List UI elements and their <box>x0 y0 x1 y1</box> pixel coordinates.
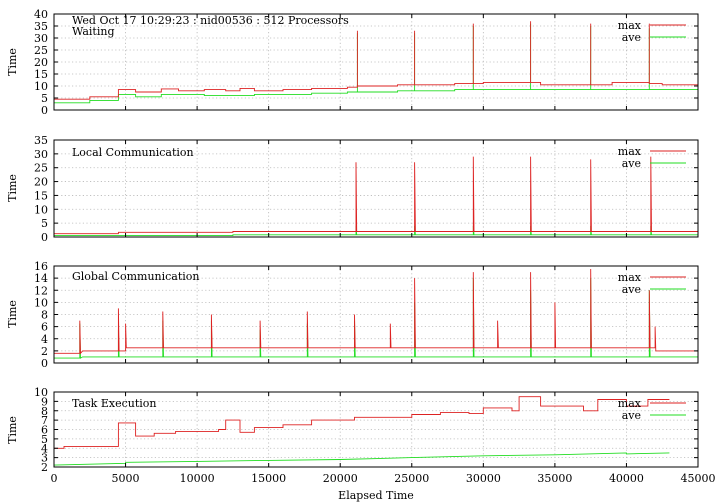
series-line-ave <box>54 278 698 359</box>
y-tick-label: 10 <box>34 386 48 399</box>
chart-title-task: Task Execution <box>72 397 156 410</box>
x-tick-label: 15000 <box>251 472 286 485</box>
y-tick-label: 5 <box>41 433 48 446</box>
series-line-max <box>54 396 670 449</box>
y-tick-label: 0 <box>41 357 48 370</box>
y-tick-label: 4 <box>41 333 48 346</box>
series-line-ave <box>53 452 670 466</box>
y-tick-label: 10 <box>34 203 48 216</box>
series-line-max <box>54 156 698 235</box>
x-tick-label: 30000 <box>466 472 501 485</box>
y-axis-label-1: Time <box>6 174 19 202</box>
x-tick-label: 20000 <box>323 472 358 485</box>
x-tick-label: 40000 <box>609 472 644 485</box>
x-tick-label: 35000 <box>537 472 572 485</box>
y-tick-label: 0 <box>41 104 48 117</box>
legend-label-ave: ave <box>622 31 641 44</box>
y-tick-label: 35 <box>34 20 48 33</box>
legend-label-ave: ave <box>622 283 641 296</box>
plot-frame <box>53 139 699 238</box>
x-tick-label: 45000 <box>681 472 716 485</box>
legend-label-max: max <box>618 19 642 32</box>
x-tick-label: 10000 <box>180 472 215 485</box>
series-line-ave <box>54 225 698 237</box>
x-tick-label: 5000 <box>112 472 140 485</box>
y-tick-label: 9 <box>41 395 48 408</box>
series-line-max <box>54 21 698 100</box>
y-tick-label: 16 <box>34 260 48 273</box>
y-tick-label: 2 <box>41 345 48 358</box>
series-line-max <box>54 268 698 355</box>
y-tick-label: 6 <box>41 424 48 437</box>
y-tick-label: 40 <box>34 8 48 21</box>
legend-label-max: max <box>618 271 642 284</box>
y-tick-label: 4 <box>41 442 48 455</box>
y-tick-label: 10 <box>34 80 48 93</box>
y-tick-label: 0 <box>41 231 48 244</box>
legend-label-max: max <box>618 397 642 410</box>
y-tick-label: 30 <box>34 148 48 161</box>
y-axis-label-0: Time <box>6 48 19 76</box>
y-axis-label-2: Time <box>6 300 19 328</box>
y-tick-label: 20 <box>34 56 48 69</box>
x-tick-label: 0 <box>51 472 58 485</box>
y-tick-label: 25 <box>34 44 48 57</box>
chart-subtitle: Waiting <box>72 25 115 38</box>
y-tick-label: 8 <box>41 405 48 418</box>
x-tick-label: 25000 <box>394 472 429 485</box>
legend-label-ave: ave <box>622 409 641 422</box>
legend-label-max: max <box>618 145 642 158</box>
y-tick-label: 8 <box>41 309 48 322</box>
y-tick-label: 10 <box>34 296 48 309</box>
y-tick-label: 30 <box>34 32 48 45</box>
y-tick-label: 5 <box>41 92 48 105</box>
y-tick-label: 2 <box>41 461 48 474</box>
y-tick-label: 12 <box>34 284 48 297</box>
y-tick-label: 15 <box>34 189 48 202</box>
y-tick-label: 14 <box>34 272 48 285</box>
y-tick-label: 7 <box>41 414 48 427</box>
figure-title: Wed Oct 17 10:29:23 : nid00536 : 512 Pro… <box>72 14 349 27</box>
y-axis-label-3: Time <box>6 416 19 444</box>
y-tick-label: 6 <box>41 321 48 334</box>
y-tick-label: 25 <box>34 162 48 175</box>
x-axis-label: Elapsed Time <box>338 489 414 502</box>
y-tick-label: 5 <box>41 217 48 230</box>
series-line-ave <box>54 23 698 104</box>
legend-label-ave: ave <box>622 157 641 170</box>
y-tick-label: 3 <box>41 452 48 465</box>
y-tick-label: 15 <box>34 68 48 81</box>
y-tick-label: 20 <box>34 176 48 189</box>
chart-title-local: Local Communication <box>72 146 194 159</box>
chart-title-global: Global Communication <box>72 270 200 283</box>
y-tick-label: 35 <box>34 134 48 147</box>
